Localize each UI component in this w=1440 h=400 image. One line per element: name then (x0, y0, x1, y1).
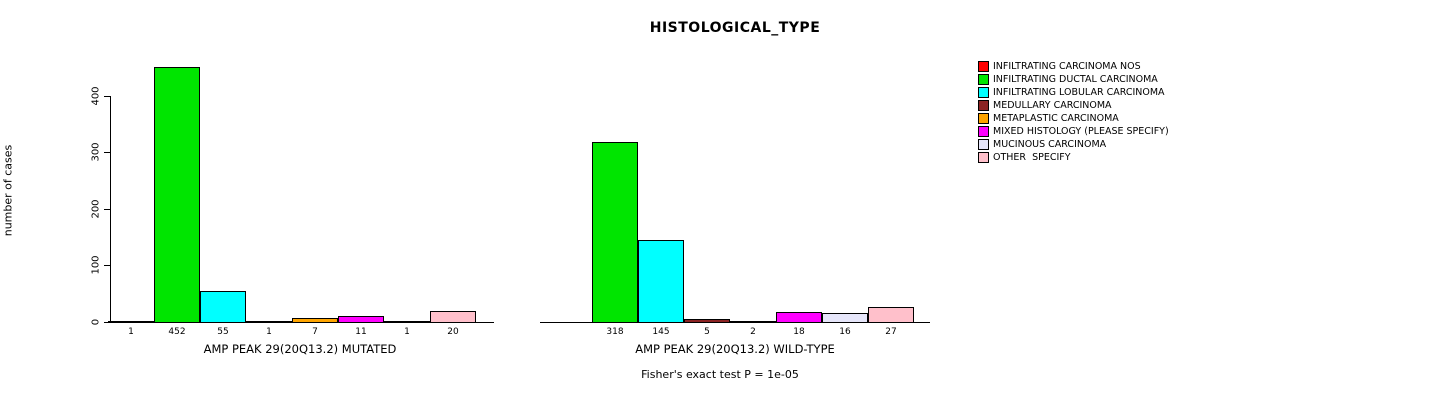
bar-value-label: 16 (839, 327, 851, 337)
bar (868, 307, 914, 322)
y-tick-label: 200 (90, 199, 102, 219)
legend-label: OTHER SPECIFY (993, 152, 1071, 163)
bar-value-label: 7 (312, 327, 318, 337)
legend-row: MIXED HISTOLOGY (PLEASE SPECIFY) (978, 125, 1169, 138)
legend-label: MEDULLARY CARCINOMA (993, 100, 1112, 111)
legend-row: INFILTRATING DUCTAL CARCINOMA (978, 73, 1169, 86)
legend-label: INFILTRATING CARCINOMA NOS (993, 61, 1141, 72)
bar-slot (868, 307, 914, 322)
legend-swatch (978, 87, 989, 98)
bar (108, 321, 154, 322)
bar (822, 313, 868, 322)
legend-row: MEDULLARY CARCINOMA (978, 99, 1169, 112)
legend-swatch (978, 126, 989, 137)
bar-slot (338, 316, 384, 322)
legend-swatch (978, 100, 989, 111)
y-tick-label: 0 (90, 318, 102, 326)
bar (292, 318, 338, 322)
group-mutated (106, 62, 494, 323)
y-tick-mark (104, 208, 110, 210)
legend-swatch (978, 152, 989, 163)
bar-slot (776, 312, 822, 322)
bar (384, 321, 430, 322)
chart-title: HISTOLOGICAL_TYPE (649, 20, 821, 36)
bar-slot (684, 319, 730, 322)
y-axis-label: number of cases (1, 144, 15, 237)
legend-label: INFILTRATING LOBULAR CARCINOMA (993, 87, 1165, 98)
bar-slot (638, 240, 684, 322)
bar-value-label: 452 (168, 327, 186, 337)
bar-value-label: 1 (266, 327, 272, 337)
bar (200, 291, 246, 322)
group-label-wildtype: AMP PEAK 29(20Q13.2) WILD-TYPE (635, 342, 835, 356)
value-labels-wildtype: 318 145 5 2 18 16 27 (592, 327, 914, 337)
bar-row (108, 67, 476, 322)
group-label-mutated: AMP PEAK 29(20Q13.2) MUTATED (203, 342, 397, 356)
bar-slot (822, 313, 868, 322)
legend-row: INFILTRATING CARCINOMA NOS (978, 60, 1169, 73)
bar (430, 311, 476, 322)
bar-value-label: 1 (404, 327, 410, 337)
legend: INFILTRATING CARCINOMA NOS INFILTRATING D… (978, 60, 1169, 164)
value-labels-mutated: 1 452 55 1 7 11 1 20 (108, 327, 476, 337)
y-tick-label: 400 (90, 86, 102, 106)
bar-row (592, 142, 914, 322)
legend-swatch (978, 139, 989, 150)
y-axis-line (110, 95, 111, 323)
bar-value-label: 2 (750, 327, 756, 337)
y-tick-label: 300 (90, 142, 102, 162)
bar-value-label: 5 (704, 327, 710, 337)
bar-slot (592, 142, 638, 322)
bar (638, 240, 684, 322)
legend-label: MIXED HISTOLOGY (PLEASE SPECIFY) (993, 126, 1169, 137)
legend-swatch (978, 61, 989, 72)
bar (684, 319, 730, 322)
bar-value-label: 20 (447, 327, 459, 337)
legend-row: METAPLASTIC CARCINOMA (978, 112, 1169, 125)
group-wildtype (540, 62, 930, 323)
y-tick-mark (104, 265, 110, 267)
legend-label: INFILTRATING DUCTAL CARCINOMA (993, 74, 1158, 85)
y-tick-mark (104, 95, 110, 97)
y-tick-mark (104, 152, 110, 154)
bar-value-label: 27 (885, 327, 897, 337)
bar-slot (108, 321, 154, 322)
legend-label: METAPLASTIC CARCINOMA (993, 113, 1119, 124)
bar (246, 321, 292, 322)
bar (338, 316, 384, 322)
legend-swatch (978, 74, 989, 85)
bar-slot (200, 291, 246, 322)
bar-value-label: 318 (606, 327, 624, 337)
footnote: Fisher's exact test P = 1e-05 (641, 368, 799, 381)
legend-swatch (978, 113, 989, 124)
bar-value-label: 1 (128, 327, 134, 337)
bar (776, 312, 822, 322)
bar-value-label: 55 (217, 327, 229, 337)
legend-label: MUCINOUS CARCINOMA (993, 139, 1107, 150)
legend-row: MUCINOUS CARCINOMA (978, 138, 1169, 151)
bar-slot (246, 321, 292, 322)
bar-slot (292, 318, 338, 322)
bar-value-label: 18 (793, 327, 805, 337)
legend-row: INFILTRATING LOBULAR CARCINOMA (978, 86, 1169, 99)
bar-value-label: 11 (355, 327, 367, 337)
bar-value-label: 145 (652, 327, 670, 337)
bar (592, 142, 638, 322)
bar-slot (430, 311, 476, 322)
bar-slot (384, 321, 430, 322)
bar-slot (730, 321, 776, 322)
y-tick-label: 100 (90, 255, 102, 276)
legend-row: OTHER SPECIFY (978, 151, 1169, 164)
bar (154, 67, 200, 322)
bar (730, 321, 776, 322)
bar-slot (154, 67, 200, 322)
